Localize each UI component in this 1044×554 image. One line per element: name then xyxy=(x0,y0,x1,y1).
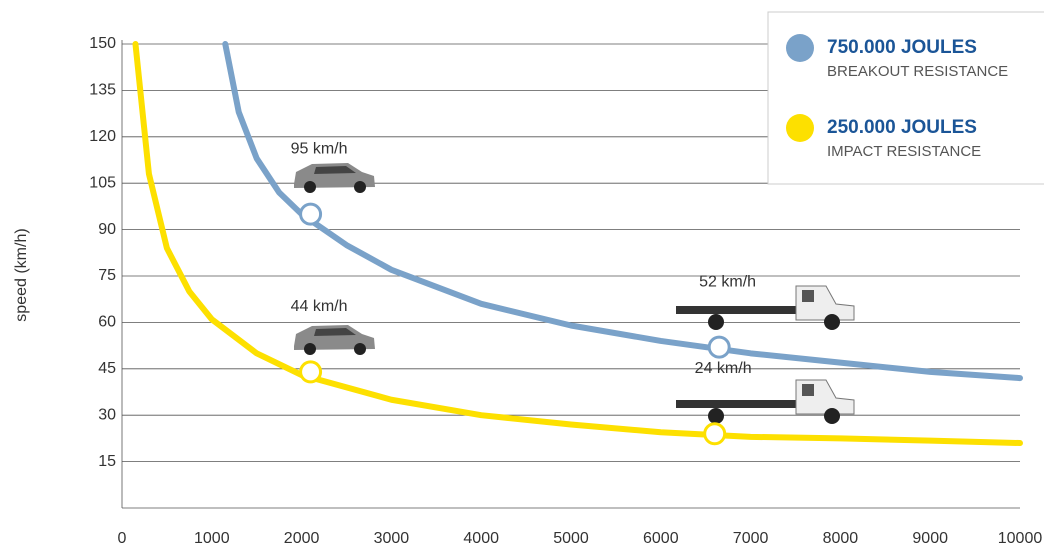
legend-label: 250.000 JOULES xyxy=(827,117,977,138)
y-tick-label: 60 xyxy=(98,314,116,331)
car-icon xyxy=(294,325,375,355)
y-tick-label: 150 xyxy=(89,35,116,52)
y-tick-label: 90 xyxy=(98,221,116,238)
y-tick-label: 15 xyxy=(98,453,116,470)
y-tick-label: 45 xyxy=(98,360,116,377)
car-icon xyxy=(294,163,375,193)
x-tick-label: 6000 xyxy=(643,530,679,547)
y-tick-label: 105 xyxy=(89,174,116,191)
x-tick-label: 5000 xyxy=(553,530,589,547)
x-tick-label: 0 xyxy=(118,530,127,547)
legend-label: 750.000 JOULES xyxy=(827,37,977,58)
x-tick-label: 9000 xyxy=(912,530,948,547)
y-tick-label: 120 xyxy=(89,128,116,145)
x-tick-label: 10000 xyxy=(998,530,1043,547)
data-label: 24 km/h xyxy=(695,360,752,377)
data-label: 52 km/h xyxy=(699,273,756,290)
data-label: 44 km/h xyxy=(291,298,348,315)
x-tick-label: 4000 xyxy=(463,530,499,547)
y-tick-label: 75 xyxy=(98,267,116,284)
data-point xyxy=(299,202,323,226)
x-tick-label: 8000 xyxy=(823,530,859,547)
series-line xyxy=(132,41,1023,447)
x-tick-label: 3000 xyxy=(374,530,410,547)
data-point xyxy=(703,422,727,446)
y-tick-label: 30 xyxy=(98,406,116,423)
x-tick-label: 2000 xyxy=(284,530,320,547)
legend-description: IMPACT RESISTANCE xyxy=(827,143,981,160)
x-tick-label: 1000 xyxy=(194,530,230,547)
legend: 750.000 JOULES BREAKOUT RESISTANCE 250.000… xyxy=(767,11,1044,185)
series-line xyxy=(222,41,1023,382)
legend-swatch xyxy=(786,34,814,62)
y-tick-label: 135 xyxy=(89,82,116,99)
truck-icon xyxy=(676,379,855,424)
data-label: 95 km/h xyxy=(291,140,348,157)
data-point xyxy=(707,335,731,359)
truck-icon xyxy=(676,285,855,330)
legend-swatch xyxy=(786,114,814,142)
y-axis-label: speed (km/h) xyxy=(13,228,30,321)
legend-description: BREAKOUT RESISTANCE xyxy=(827,63,1008,80)
data-point xyxy=(299,360,323,384)
legend-box xyxy=(767,11,1044,185)
x-tick-label: 7000 xyxy=(733,530,769,547)
